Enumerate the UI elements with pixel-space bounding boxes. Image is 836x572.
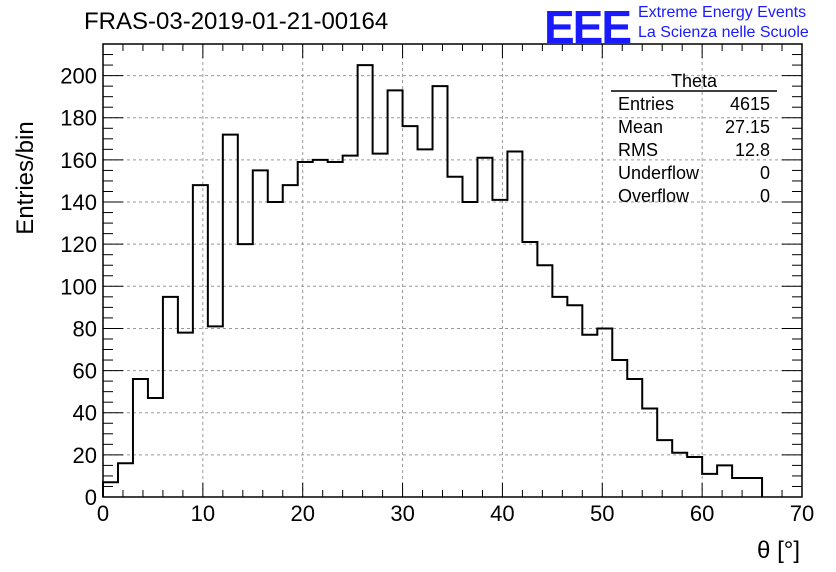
y-tick-label: 60 bbox=[73, 359, 97, 384]
x-axis-label: θ [°] bbox=[757, 537, 800, 564]
x-tick-label: 0 bbox=[97, 501, 109, 526]
y-tick-label: 20 bbox=[73, 443, 97, 468]
chart-title: FRAS-03-2019-01-21-00164 bbox=[84, 8, 389, 35]
y-tick-label: 100 bbox=[60, 274, 97, 299]
stats-box-title: Theta bbox=[671, 71, 718, 91]
y-tick-label: 120 bbox=[60, 232, 97, 257]
y-tick-label: 160 bbox=[60, 148, 97, 173]
stats-label-overflow: Overflow bbox=[618, 186, 690, 206]
stats-label-underflow: Underflow bbox=[618, 163, 700, 183]
logo-line-1: Extreme Energy Events bbox=[638, 4, 807, 21]
x-tick-label: 70 bbox=[790, 501, 814, 526]
x-tick-label: 60 bbox=[690, 501, 714, 526]
grid bbox=[103, 44, 802, 497]
stats-label-mean: Mean bbox=[618, 117, 663, 137]
y-tick-label: 80 bbox=[73, 316, 97, 341]
y-tick-label: 0 bbox=[85, 485, 97, 510]
y-tick-label: 180 bbox=[60, 106, 97, 131]
stats-value-overflow: 0 bbox=[760, 186, 770, 206]
stats-box: Theta Entries 4615 Mean 27.15 RMS 12.8 U… bbox=[611, 71, 777, 206]
stats-value-mean: 27.15 bbox=[725, 117, 770, 137]
y-tick-label: 140 bbox=[60, 190, 97, 215]
stats-value-underflow: 0 bbox=[760, 163, 770, 183]
x-tick-label: 20 bbox=[290, 501, 314, 526]
logo-line-2: La Scienza nelle Scuole bbox=[638, 24, 809, 41]
x-tick-label: 10 bbox=[191, 501, 215, 526]
histogram-step-line bbox=[102, 64, 764, 497]
x-tick-label: 50 bbox=[590, 501, 614, 526]
x-tick-labels: 0 10 20 30 40 50 60 70 bbox=[97, 501, 814, 526]
x-tick-label: 30 bbox=[390, 501, 414, 526]
axis-ticks bbox=[102, 43, 803, 498]
eee-logo: EEE bbox=[544, 1, 632, 53]
stats-value-rms: 12.8 bbox=[735, 140, 770, 160]
stats-value-entries: 4615 bbox=[730, 94, 770, 114]
y-axis-label: Entries/bin bbox=[12, 121, 39, 234]
stats-label-entries: Entries bbox=[618, 94, 674, 114]
x-tick-label: 40 bbox=[490, 501, 514, 526]
y-tick-label: 200 bbox=[60, 64, 97, 89]
plot-frame bbox=[102, 43, 803, 498]
y-tick-labels: 0 20 40 60 80 100 120 140 160 180 200 bbox=[60, 64, 97, 510]
y-tick-label: 40 bbox=[73, 401, 97, 426]
stats-label-rms: RMS bbox=[618, 140, 658, 160]
